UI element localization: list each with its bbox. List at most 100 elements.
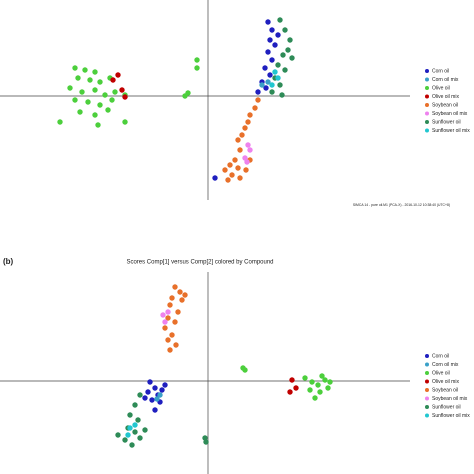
data-point — [129, 442, 135, 448]
data-point — [87, 77, 93, 83]
data-point — [237, 175, 243, 181]
data-point — [75, 75, 81, 81]
legend-label: Corn oil — [432, 68, 449, 74]
data-point — [85, 99, 91, 105]
data-point — [267, 72, 273, 78]
data-point — [169, 295, 175, 301]
legend-marker — [425, 111, 429, 116]
legend-marker — [425, 128, 429, 133]
data-point — [132, 429, 138, 435]
data-point — [127, 412, 133, 418]
data-point — [185, 90, 191, 96]
data-point — [275, 75, 281, 81]
data-point — [269, 57, 275, 63]
data-point — [247, 147, 253, 153]
data-point — [280, 52, 286, 58]
data-point — [72, 97, 78, 103]
data-point — [312, 395, 318, 401]
data-point — [235, 137, 241, 143]
data-point — [167, 302, 173, 308]
data-point — [182, 292, 188, 298]
data-point — [77, 109, 83, 115]
data-point — [145, 389, 151, 395]
data-point — [267, 37, 273, 43]
data-point — [259, 82, 265, 88]
data-point — [293, 385, 299, 391]
legend-label: Soybean oil — [432, 387, 458, 393]
data-point — [135, 417, 141, 423]
data-point — [287, 389, 293, 395]
data-point — [285, 47, 291, 53]
legend-marker — [425, 405, 429, 409]
data-point — [322, 377, 328, 383]
data-point — [262, 65, 268, 71]
data-point — [172, 284, 178, 290]
data-point — [67, 85, 73, 91]
data-point — [277, 17, 283, 23]
legend-marker — [425, 371, 429, 375]
data-point — [317, 389, 323, 395]
legend-label: Corn oil mix — [432, 362, 459, 368]
data-point — [119, 87, 125, 93]
data-point — [82, 67, 88, 73]
legend-label: Sunflower oil mix — [432, 128, 470, 134]
data-point — [269, 27, 275, 33]
data-point — [127, 425, 133, 431]
data-point — [194, 65, 200, 71]
data-point — [242, 125, 248, 131]
data-point — [152, 385, 158, 391]
data-point — [265, 79, 271, 85]
data-point — [212, 175, 218, 181]
legend-label: Sunflower oil mix — [432, 413, 470, 419]
data-point — [142, 395, 148, 401]
legend-label: Olive oil — [432, 85, 450, 91]
data-point — [275, 32, 281, 38]
data-point — [159, 387, 165, 393]
data-point — [115, 432, 121, 438]
legend-label: Soybean oil mix — [432, 396, 468, 402]
data-point — [122, 94, 128, 100]
data-point — [137, 392, 143, 398]
data-point — [269, 89, 275, 95]
legend-label: Soybean oil mix — [432, 111, 468, 117]
data-point — [227, 162, 233, 168]
data-point — [165, 309, 171, 315]
data-point — [245, 119, 251, 125]
footer-note: SIMCA 14 - pure oil.M1 (PCA-X) - 2016-10… — [353, 203, 450, 207]
data-point — [247, 112, 253, 118]
data-point — [57, 119, 63, 125]
legend-label: Sunflower oil — [432, 404, 461, 410]
data-point — [245, 142, 251, 148]
data-point — [173, 342, 179, 348]
data-point — [272, 42, 278, 48]
data-point — [167, 347, 173, 353]
data-point — [105, 107, 111, 113]
data-point — [154, 396, 160, 402]
data-point — [102, 92, 108, 98]
data-point — [79, 89, 85, 95]
data-point — [319, 373, 325, 379]
data-point — [112, 89, 118, 95]
data-point — [109, 97, 115, 103]
data-point — [243, 167, 249, 173]
data-point — [275, 62, 281, 68]
data-point — [137, 435, 143, 441]
data-point — [232, 157, 238, 163]
data-point — [160, 312, 166, 318]
data-point — [282, 27, 288, 33]
chart-title: Scores Comp[1] versus Comp[2] colored by… — [126, 260, 273, 266]
data-point — [169, 332, 175, 338]
legend-marker — [425, 379, 429, 384]
data-point — [92, 87, 98, 93]
data-point — [229, 172, 235, 178]
data-point — [235, 165, 241, 171]
data-point — [325, 385, 331, 391]
legend-marker — [425, 77, 429, 82]
legend-marker — [425, 94, 429, 99]
data-point — [122, 119, 128, 125]
legend-marker — [425, 362, 429, 367]
data-point — [282, 67, 288, 73]
data-point — [302, 375, 308, 381]
data-point — [279, 92, 285, 98]
